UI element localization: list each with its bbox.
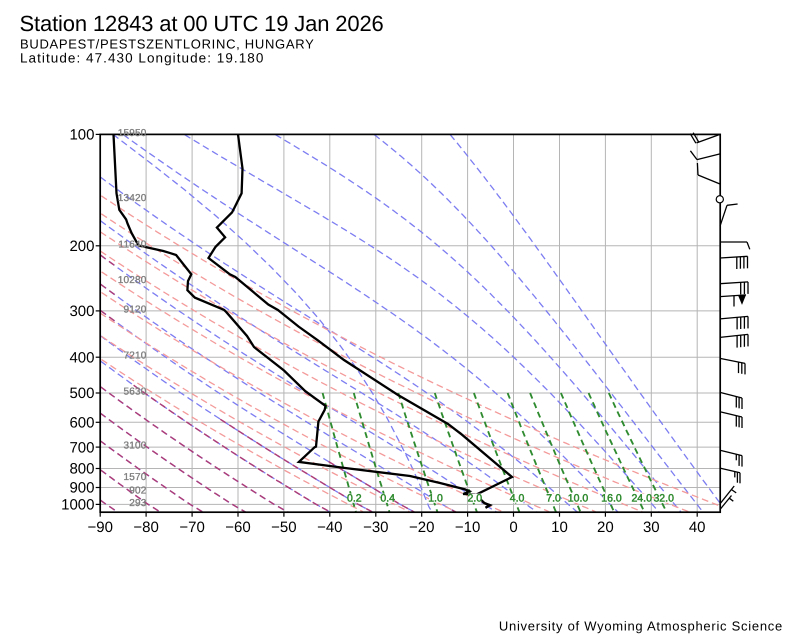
svg-text:−90: −90: [87, 519, 112, 536]
svg-text:0.2: 0.2: [347, 493, 362, 505]
svg-text:100: 100: [69, 127, 94, 144]
svg-text:−50: −50: [271, 519, 296, 536]
svg-text:40: 40: [689, 519, 706, 536]
svg-text:700: 700: [69, 439, 94, 456]
svg-text:−70: −70: [179, 519, 204, 536]
svg-text:3100: 3100: [123, 441, 146, 452]
svg-text:800: 800: [69, 461, 94, 478]
svg-text:10.0: 10.0: [568, 493, 589, 505]
svg-text:20: 20: [597, 519, 614, 536]
svg-text:7210: 7210: [123, 351, 146, 362]
svg-text:5630: 5630: [123, 387, 146, 398]
svg-text:13420: 13420: [118, 193, 147, 204]
svg-text:400: 400: [69, 349, 94, 366]
svg-text:300: 300: [69, 303, 94, 320]
svg-text:1570: 1570: [123, 472, 146, 483]
svg-text:32.0: 32.0: [653, 493, 674, 505]
svg-text:−30: −30: [363, 519, 388, 536]
svg-text:293: 293: [129, 498, 147, 509]
svg-text:15950: 15950: [118, 128, 147, 139]
svg-text:−60: −60: [225, 519, 250, 536]
svg-text:902: 902: [129, 485, 147, 496]
svg-text:−40: −40: [317, 519, 342, 536]
svg-text:Latitude: 47.430 Longitude: 19: Latitude: 47.430 Longitude: 19.180: [20, 50, 264, 65]
svg-text:16.0: 16.0: [601, 493, 622, 505]
svg-text:0: 0: [509, 519, 517, 536]
svg-text:−20: −20: [409, 519, 434, 536]
svg-text:10280: 10280: [118, 275, 147, 286]
svg-text:0.4: 0.4: [380, 493, 395, 505]
svg-text:Station 12843 at 00 UTC 19 Jan: Station 12843 at 00 UTC 19 Jan 2026: [20, 11, 384, 36]
svg-text:7.0: 7.0: [546, 493, 561, 505]
svg-text:1000: 1000: [61, 497, 94, 514]
svg-text:30: 30: [643, 519, 660, 536]
svg-text:University of Wyoming Atmosphe: University of Wyoming Atmospheric Scienc…: [499, 619, 783, 634]
svg-text:600: 600: [69, 415, 94, 432]
svg-text:BUDAPEST/PESTSZENTLORINC, HUNG: BUDAPEST/PESTSZENTLORINC, HUNGARY: [20, 37, 314, 52]
svg-text:900: 900: [69, 480, 94, 497]
svg-text:1.0: 1.0: [428, 493, 443, 505]
svg-text:9120: 9120: [123, 304, 146, 315]
svg-text:200: 200: [69, 238, 94, 255]
svg-text:10: 10: [551, 519, 568, 536]
svg-text:11640: 11640: [118, 239, 146, 250]
svg-text:4.0: 4.0: [510, 493, 525, 505]
svg-text:−10: −10: [455, 519, 480, 536]
svg-text:24.0: 24.0: [631, 493, 652, 505]
svg-text:−80: −80: [133, 519, 158, 536]
svg-text:2.0: 2.0: [467, 493, 482, 505]
svg-text:500: 500: [69, 385, 94, 402]
